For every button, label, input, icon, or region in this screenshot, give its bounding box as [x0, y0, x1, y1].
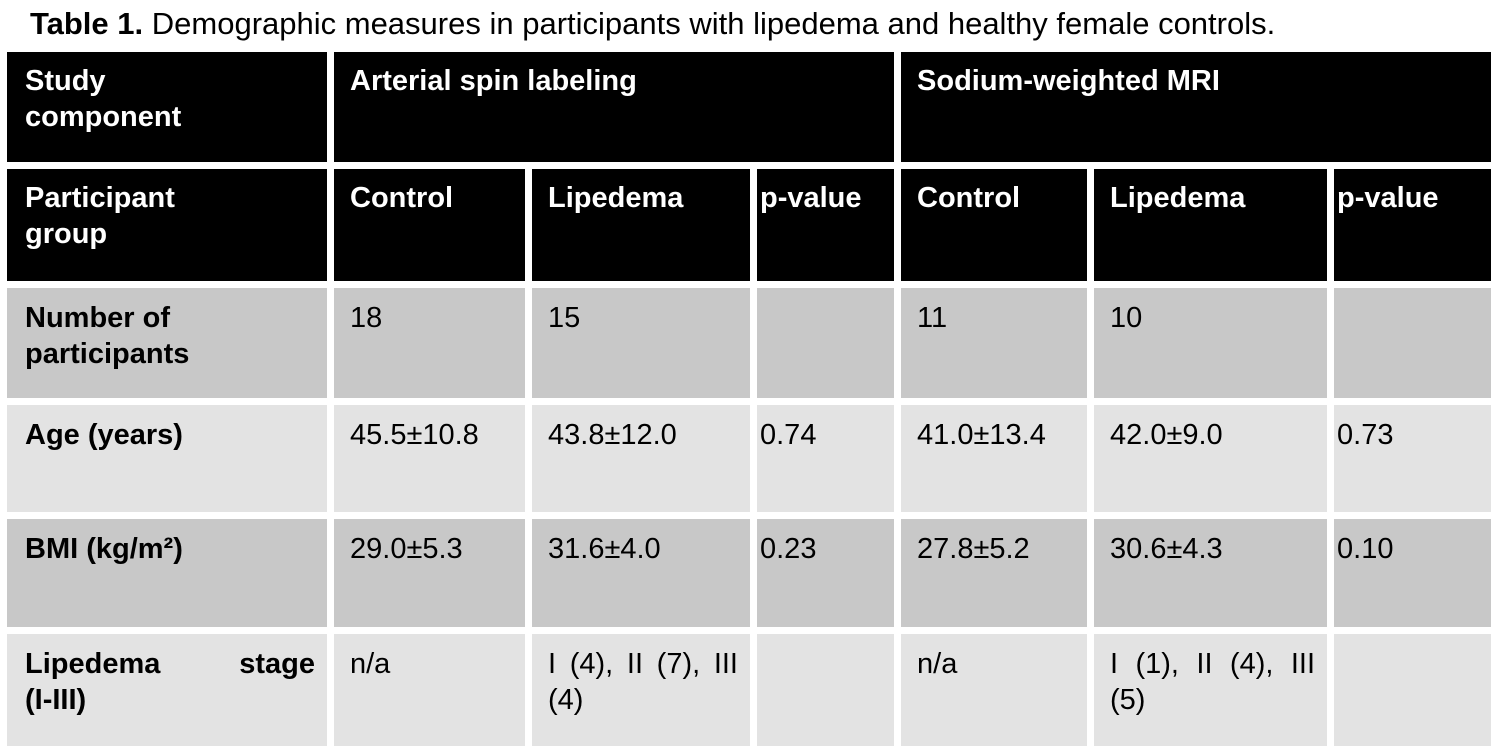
cell-sodium-p-value: 0.10 — [1334, 519, 1492, 627]
cell-asl-lipedema: 43.8±12.0 — [532, 405, 750, 512]
row-label: BMI (kg/m²) — [7, 519, 327, 627]
demographics-table: Study component Arterial spin labeling S… — [0, 45, 1498, 753]
cell-sodium-lipedema: I (1), II (4), III (5) — [1094, 634, 1328, 746]
header-study-component: Study component — [7, 52, 327, 162]
table-caption-number: Table 1. — [30, 6, 144, 41]
cell-asl-p-value: 0.23 — [757, 519, 895, 627]
cell-sodium-lipedema: 10 — [1094, 288, 1328, 398]
header-asl-lipedema: Lipedema — [532, 169, 750, 281]
cell-asl-control: 29.0±5.3 — [334, 519, 525, 627]
row-label: Number of participants — [7, 288, 327, 398]
cell-asl-p-value: 0.74 — [757, 405, 895, 512]
row-label: Age (years) — [7, 405, 327, 512]
cell-asl-control: n/a — [334, 634, 525, 746]
cell-asl-lipedema: 31.6±4.0 — [532, 519, 750, 627]
cell-sodium-control: 11 — [901, 288, 1088, 398]
cell-sodium-p-value — [1334, 288, 1492, 398]
header-participant-group: Participant group — [7, 169, 327, 281]
cell-asl-control: 45.5±10.8 — [334, 405, 525, 512]
cell-sodium-control: 41.0±13.4 — [901, 405, 1088, 512]
table-row-number-of-participants: Number of participants 18 15 11 10 — [7, 288, 1492, 398]
header-asl-control: Control — [334, 169, 525, 281]
cell-asl-control: 18 — [334, 288, 525, 398]
column-header-row: Participant group Control Lipedema p-val… — [7, 169, 1492, 281]
table-caption: Table 1. Demographic measures in partici… — [0, 0, 1498, 45]
group-header-row: Study component Arterial spin labeling S… — [7, 52, 1492, 162]
cell-sodium-control: n/a — [901, 634, 1088, 746]
cell-asl-p-value — [757, 288, 895, 398]
header-sodium-p-value: p-value — [1334, 169, 1492, 281]
header-sodium-lipedema: Lipedema — [1094, 169, 1328, 281]
header-sodium-control: Control — [901, 169, 1088, 281]
cell-sodium-p-value: 0.73 — [1334, 405, 1492, 512]
table-caption-text: Demographic measures in participants wit… — [151, 6, 1276, 41]
header-sodium-weighted-mri: Sodium-weighted MRI — [901, 52, 1492, 162]
header-arterial-spin-labeling: Arterial spin labeling — [334, 52, 895, 162]
table-row-lipedema-stage: Lipedema stage (I-III) n/a I (4), II (7)… — [7, 634, 1492, 746]
table-row-age: Age (years) 45.5±10.8 43.8±12.0 0.74 41.… — [7, 405, 1492, 512]
header-asl-p-value: p-value — [757, 169, 895, 281]
cell-asl-lipedema: 15 — [532, 288, 750, 398]
cell-sodium-p-value — [1334, 634, 1492, 746]
cell-asl-lipedema: I (4), II (7), III (4) — [532, 634, 750, 746]
cell-sodium-control: 27.8±5.2 — [901, 519, 1088, 627]
cell-asl-p-value — [757, 634, 895, 746]
row-label: Lipedema stage (I-III) — [7, 634, 327, 746]
cell-sodium-lipedema: 30.6±4.3 — [1094, 519, 1328, 627]
cell-sodium-lipedema: 42.0±9.0 — [1094, 405, 1328, 512]
table-row-bmi: BMI (kg/m²) 29.0±5.3 31.6±4.0 0.23 27.8±… — [7, 519, 1492, 627]
